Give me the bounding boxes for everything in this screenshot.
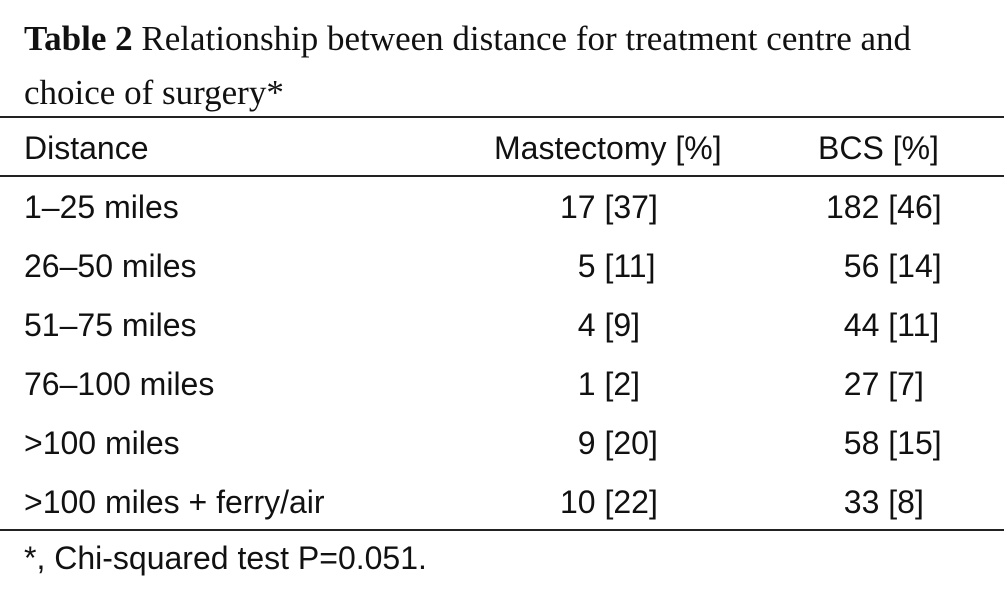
row-bcs: 33 [8] xyxy=(826,484,924,520)
row-bcs: 58 [15] xyxy=(826,425,942,461)
row-mastectomy: 1 [2] xyxy=(560,366,641,402)
row-distance: 1–25 miles xyxy=(24,189,179,225)
header-mastectomy: Mastectomy [%] xyxy=(494,130,722,166)
header-distance: Distance xyxy=(24,130,149,166)
row-mastectomy: 5 [11] xyxy=(560,248,656,284)
row-distance: >100 miles xyxy=(24,425,180,461)
row-distance: 26–50 miles xyxy=(24,248,197,284)
row-distance: 76–100 miles xyxy=(24,366,215,402)
row-mastectomy: 4 [9] xyxy=(560,307,641,343)
row-bcs: 44 [11] xyxy=(826,307,940,343)
row-bcs: 27 [7] xyxy=(826,366,924,402)
header-rule xyxy=(0,175,1004,177)
row-bcs: 56 [14] xyxy=(826,248,942,284)
table-label: Table 2 xyxy=(24,19,133,58)
bottom-rule xyxy=(0,529,1004,531)
row-mastectomy: 9 [20] xyxy=(560,425,658,461)
row-mastectomy: 17 [37] xyxy=(560,189,658,225)
row-mastectomy: 10 [22] xyxy=(560,484,658,520)
table-caption: Table 2 Relationship between distance fo… xyxy=(24,12,999,120)
row-bcs: 182 [46] xyxy=(826,189,942,225)
header-bcs: BCS [%] xyxy=(818,130,939,166)
table-title: Relationship between distance for treatm… xyxy=(24,19,912,112)
table-footnote: *, Chi-squared test P=0.051. xyxy=(24,540,427,576)
top-rule xyxy=(0,116,1004,118)
row-distance: >100 miles + ferry/air xyxy=(24,484,325,520)
row-distance: 51–75 miles xyxy=(24,307,197,343)
